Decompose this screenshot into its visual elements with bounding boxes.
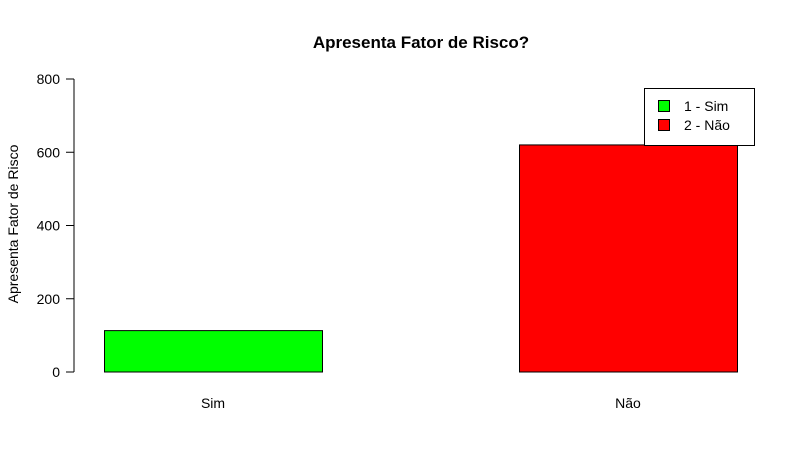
bar-sim <box>104 330 323 373</box>
y-tick-label: 600 <box>37 144 61 160</box>
y-tick-label: 800 <box>37 71 61 87</box>
y-axis-label: Apresenta Fator de Risco <box>5 144 21 303</box>
x-tick-label: Não <box>615 395 641 411</box>
bars-group <box>104 144 738 373</box>
legend-swatch <box>658 100 670 112</box>
y-tick-label: 200 <box>37 291 61 307</box>
x-axis-labels: Sim Não <box>201 395 641 411</box>
y-tick-label: 400 <box>37 218 61 234</box>
legend: 1 - Sim 2 - Não <box>644 88 755 146</box>
x-tick-label: Sim <box>201 395 225 411</box>
y-tick-label: 0 <box>52 364 60 380</box>
legend-label: 2 - Não <box>684 117 730 133</box>
legend-swatch <box>658 119 670 131</box>
y-axis-ticks: 0 200 400 600 800 <box>37 71 74 380</box>
bar-nao <box>519 144 738 373</box>
legend-box <box>644 88 755 146</box>
legend-label: 1 - Sim <box>684 98 728 114</box>
chart-title: Apresenta Fator de Risco? <box>313 33 529 52</box>
